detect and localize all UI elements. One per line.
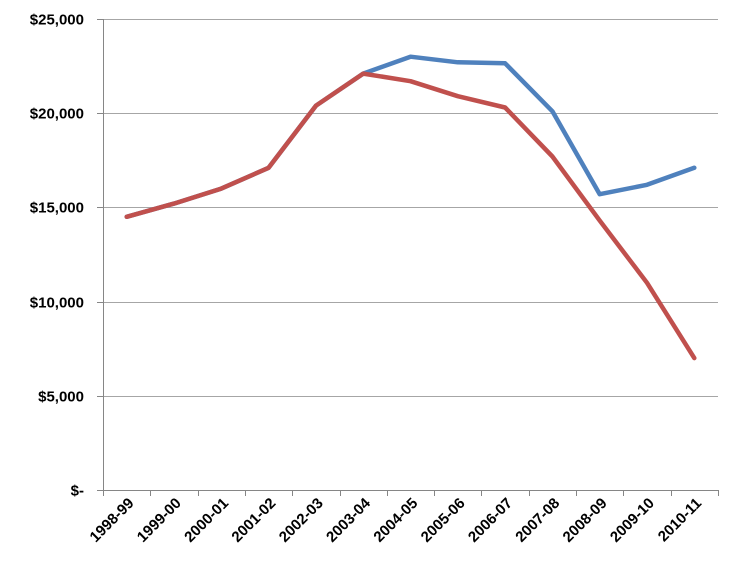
gridlines — [103, 19, 718, 397]
y-tick-label: $10,000 — [30, 295, 84, 312]
x-tick-label: 2004-05 — [370, 495, 421, 546]
series-line-2 — [124, 71, 697, 361]
x-tick-label: 2007-08 — [512, 495, 563, 546]
series-lines — [124, 54, 697, 361]
axes — [97, 19, 719, 496]
y-tick-label: $25,000 — [30, 12, 84, 29]
x-tick-label: 2010-11 — [655, 495, 705, 545]
y-tick-label: $- — [71, 483, 84, 500]
y-tick-label: $15,000 — [30, 200, 84, 217]
x-tick-label: 2001-02 — [228, 495, 279, 546]
x-tick-label: 2000-01 — [181, 495, 232, 546]
x-tick-label: 1999-00 — [134, 495, 185, 546]
x-tick-label: 2006-07 — [465, 495, 516, 546]
y-tick-labels: $- $5,000 $10,000 $15,000 $20,000 $25,000 — [30, 12, 84, 500]
x-tick-labels: 1998-991999-002000-012001-022002-032003-… — [87, 494, 706, 545]
x-tick-label: 2009-10 — [607, 495, 658, 546]
y-tick-label: $5,000 — [38, 389, 84, 406]
x-tick-label: 2002-03 — [276, 495, 327, 546]
x-tick-label: 1998-99 — [87, 495, 138, 546]
x-tick-label: 2008-09 — [560, 495, 611, 546]
y-tick-label: $20,000 — [30, 106, 84, 123]
x-tick-label: 2003-04 — [323, 494, 374, 545]
x-tick-label: 2005-06 — [418, 495, 469, 546]
